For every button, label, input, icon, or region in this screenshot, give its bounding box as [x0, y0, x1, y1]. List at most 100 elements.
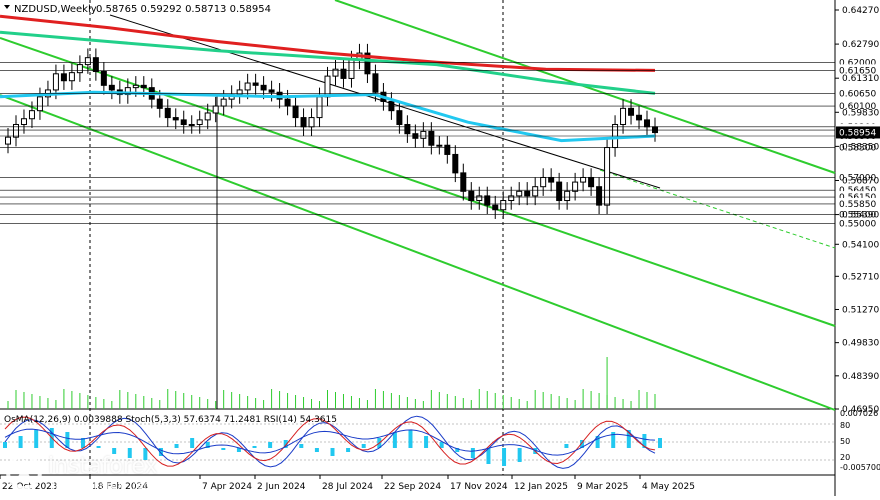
price-level-tag: [836, 208, 880, 221]
candle-body: [372, 73, 379, 93]
osma-bar: [174, 444, 179, 448]
candle-body: [628, 107, 635, 116]
candle-body: [268, 89, 275, 93]
candle-body: [348, 59, 355, 79]
candle-body: [36, 96, 43, 112]
candle-body: [300, 117, 307, 128]
price-level-label: 0.55850: [839, 200, 876, 210]
candle-body: [212, 105, 219, 114]
indicator-label: OsMA(12,26,9) 0.0039888 Stoch(5,3,3) 57.…: [4, 415, 337, 425]
candle-body: [564, 190, 571, 202]
price-level-tag: [836, 87, 880, 100]
y-tick-label: 0.64270: [842, 6, 879, 16]
osma-bar: [626, 430, 631, 448]
candle-body: [492, 204, 499, 211]
candle-body: [652, 126, 658, 134]
osma-bar: [392, 432, 397, 448]
stoch-signal-line: [4, 416, 656, 467]
watermark-brand: instaforex: [48, 454, 158, 479]
candle-body: [636, 114, 643, 121]
osma-bar: [65, 432, 70, 448]
price-level-label: 0.60650: [839, 89, 876, 99]
candle-body: [620, 107, 627, 125]
osma-bar: [268, 442, 273, 448]
osma-bar: [408, 430, 413, 448]
osma-bar: [252, 446, 257, 448]
osma-bar: [642, 434, 647, 448]
indicator-axis-label: 50: [840, 437, 850, 446]
price-level-label: 0.55000: [839, 220, 876, 230]
trend-line-dashed: [599, 169, 836, 249]
y-tick-label: 0.54100: [842, 240, 879, 250]
symbol-dropdown-icon[interactable]: [4, 5, 10, 9]
candle-body: [428, 130, 435, 146]
current-price-tag: [836, 126, 880, 139]
instaforex-logo: [6, 454, 42, 490]
candle-body: [28, 110, 35, 120]
osma-bar: [96, 446, 101, 448]
x-tick-label: 9 Mar 2025: [577, 482, 628, 492]
candle-body: [364, 52, 371, 75]
price-level-tag: [836, 171, 880, 184]
ohlc-readout: 0.58765 0.59292 0.58713 0.58954: [96, 4, 271, 15]
candle-body: [452, 153, 459, 174]
candle-body: [556, 181, 563, 202]
candle-body: [188, 123, 195, 126]
candle-body: [76, 64, 83, 74]
candle-body: [84, 57, 91, 66]
candle-body: [596, 186, 603, 206]
watermark-tagline: Instant Forex Trading: [52, 479, 168, 492]
candle-body: [60, 73, 67, 82]
candle-body: [12, 123, 19, 138]
candle-body: [436, 144, 443, 147]
candle-body: [476, 195, 483, 202]
candle-body: [236, 89, 243, 96]
candle-body: [396, 110, 403, 125]
x-tick-label: 7 Apr 2024: [202, 482, 252, 492]
candle-body: [516, 190, 523, 197]
candle-body: [604, 147, 611, 206]
channel-line-0: [0, 37, 836, 327]
candle-body: [132, 84, 139, 89]
osma-bar: [611, 432, 616, 448]
indicator-axis-label: 80: [840, 421, 850, 430]
candle-body: [444, 144, 451, 155]
osma-bar: [361, 444, 366, 448]
price-level-label: 0.55400: [839, 210, 876, 220]
candle-body: [5, 136, 11, 145]
y-tick-label: 0.51270: [842, 305, 879, 315]
candle-body: [20, 118, 27, 125]
candle-body: [580, 176, 587, 183]
price-level-tag: [836, 141, 880, 154]
x-tick-label: 4 May 2025: [642, 482, 695, 492]
price-level-label: 0.58300: [839, 144, 876, 154]
osma-bar: [595, 436, 600, 448]
x-tick-label: 22 Sep 2024: [384, 482, 441, 492]
y-tick-label: 0.55390: [842, 211, 879, 221]
indicator-axis-label: -0.005700: [840, 463, 880, 472]
osma-bar: [127, 448, 132, 458]
x-tick-label: 18 Feb 2024: [92, 482, 148, 492]
candle-body: [196, 119, 203, 125]
candle-body: [324, 75, 331, 98]
osma-bar: [18, 436, 23, 448]
price-level-label: 0.61650: [839, 66, 876, 76]
candle-body: [284, 98, 291, 107]
y-tick-label: 0.52710: [842, 272, 879, 282]
osma-bar: [221, 448, 226, 450]
candle-body: [292, 105, 299, 119]
price-level-tag: [836, 197, 880, 210]
osma-bar: [502, 448, 507, 466]
candle-body: [260, 84, 267, 91]
x-tick-label: 2 Jun 2024: [257, 482, 306, 492]
candle-body: [460, 172, 467, 192]
price-level-tag: [836, 217, 880, 230]
watermark: instaforex Instant Forex Trading: [4, 452, 184, 492]
candle-body: [500, 200, 507, 211]
candle-body: [420, 130, 427, 139]
candle-body: [100, 71, 107, 86]
y-tick-label: 0.62790: [842, 40, 879, 50]
symbol-header: NZDUSD,Weekly: [14, 4, 97, 15]
